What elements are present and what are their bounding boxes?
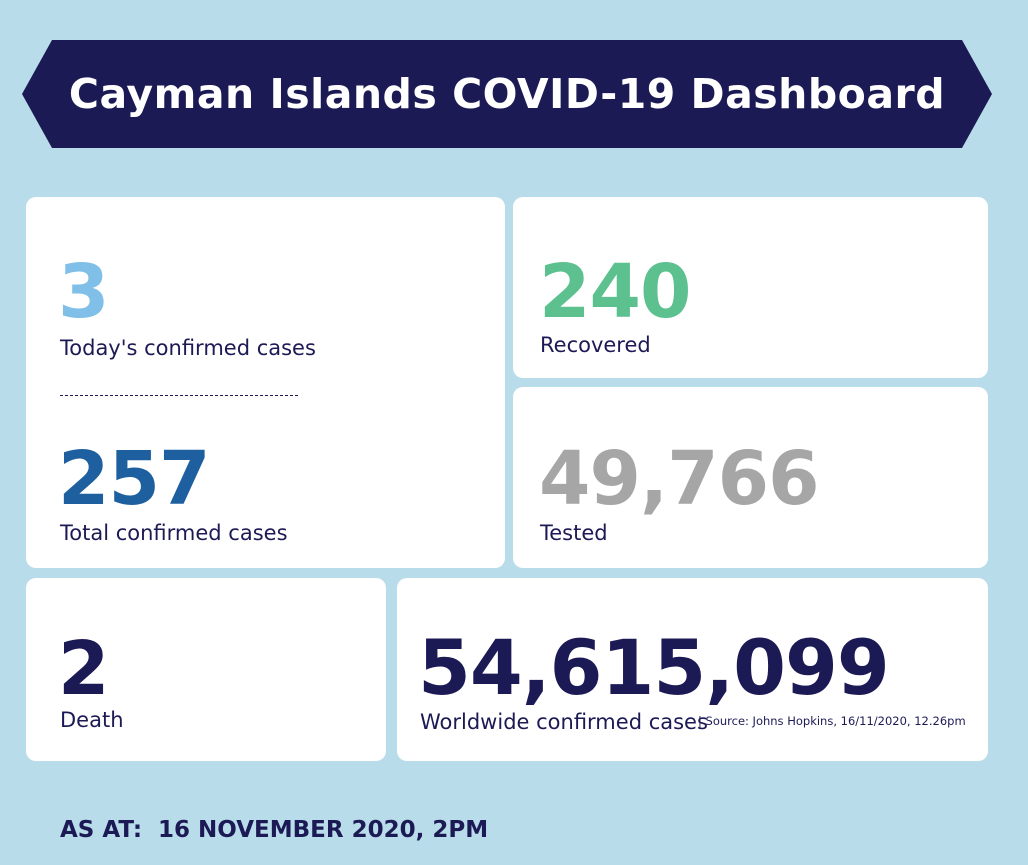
stat-value: 3 <box>58 249 109 335</box>
title: Cayman Islands COVID-19 Dashboard <box>68 70 946 118</box>
stat-value: 54,615,099 <box>418 623 890 712</box>
card-cases <box>26 197 505 568</box>
card-tested <box>513 387 988 568</box>
stat-value: 240 <box>539 249 691 335</box>
stat-value: 49,766 <box>539 436 820 522</box>
stat-value: 2 <box>58 626 109 712</box>
card-worldwide <box>397 578 988 761</box>
card-recovered <box>513 197 988 378</box>
stat-label: Today's confirmed cases <box>60 336 316 360</box>
divider <box>60 395 298 396</box>
stat-label: Death <box>60 708 124 732</box>
stat-label: Total confirmed cases <box>60 521 288 545</box>
card-death <box>26 578 386 761</box>
stat-label: Tested <box>540 521 608 545</box>
stat-label: Worldwide confirmed cases <box>420 710 708 734</box>
title-banner <box>22 40 992 148</box>
source-note: | Source: Johns Hopkins, 16/11/2020, 12.… <box>698 714 966 728</box>
stat-value: 257 <box>58 436 210 522</box>
stat-label: Recovered <box>540 333 651 357</box>
as-at-date: AS AT: 16 NOVEMBER 2020, 2PM <box>60 817 489 843</box>
